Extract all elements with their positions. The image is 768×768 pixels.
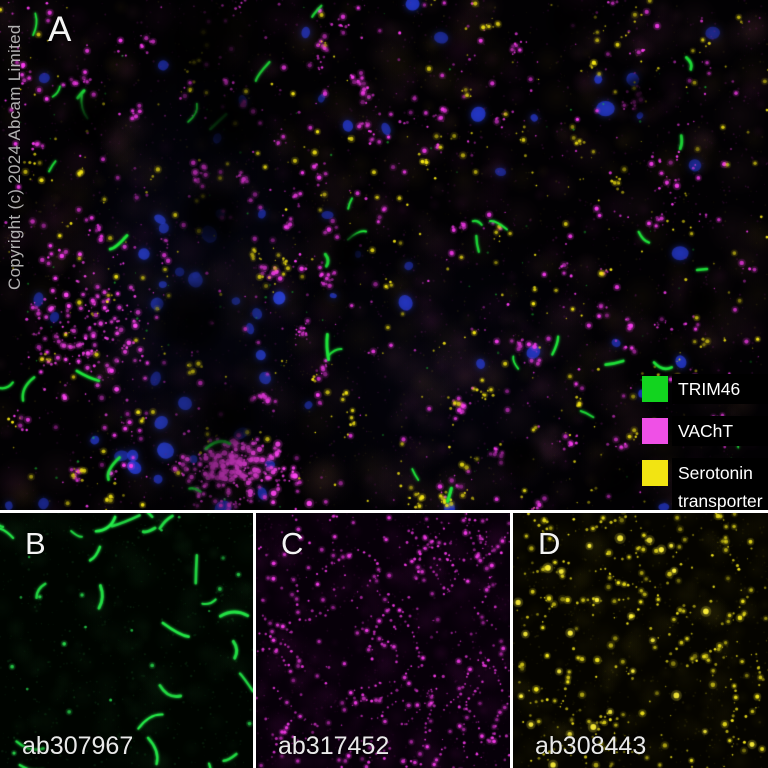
panel-a-label: A	[48, 10, 72, 49]
legend: TRIM46 VAChT Serotonin transporter	[642, 374, 768, 510]
panel-b-trim46-micrograph	[0, 513, 253, 768]
panel-c-vacht-micrograph	[256, 513, 510, 768]
vacht-color-swatch	[642, 418, 668, 444]
panel-b-label: B	[25, 526, 46, 561]
panel-b: B ab307967	[0, 513, 253, 768]
panel-a: Copyright (c) 2024 Abcam Limited A TRIM4…	[0, 0, 768, 510]
panel-d-antibody-code: ab308443	[535, 732, 647, 760]
legend-item-vacht: VAChT	[642, 416, 768, 446]
bottom-panel-row: B ab307967 C ab317452 D ab308443	[0, 510, 768, 768]
panel-d-label: D	[538, 526, 561, 561]
panel-c-antibody-code: ab317452	[278, 732, 390, 760]
legend-item-trim46: TRIM46	[642, 374, 768, 404]
serotonin-transporter-color-swatch	[642, 460, 668, 486]
panel-c-label: C	[281, 526, 304, 561]
legend-item-serotonin-transporter: Serotonin transporter	[642, 458, 768, 510]
panel-b-antibody-code: ab307967	[22, 732, 134, 760]
panel-a-merged-micrograph	[0, 0, 768, 510]
legend-label-serotonin-transporter: Serotonin transporter	[672, 458, 768, 510]
legend-label-trim46: TRIM46	[672, 374, 768, 404]
panel-d: D ab308443	[513, 513, 768, 768]
panel-d-serotonin-transporter-micrograph	[513, 513, 768, 768]
legend-label-vacht: VAChT	[672, 416, 768, 446]
copyright-watermark: Copyright (c) 2024 Abcam Limited	[5, 24, 24, 290]
panel-c: C ab317452	[256, 513, 510, 768]
trim46-color-swatch	[642, 376, 668, 402]
